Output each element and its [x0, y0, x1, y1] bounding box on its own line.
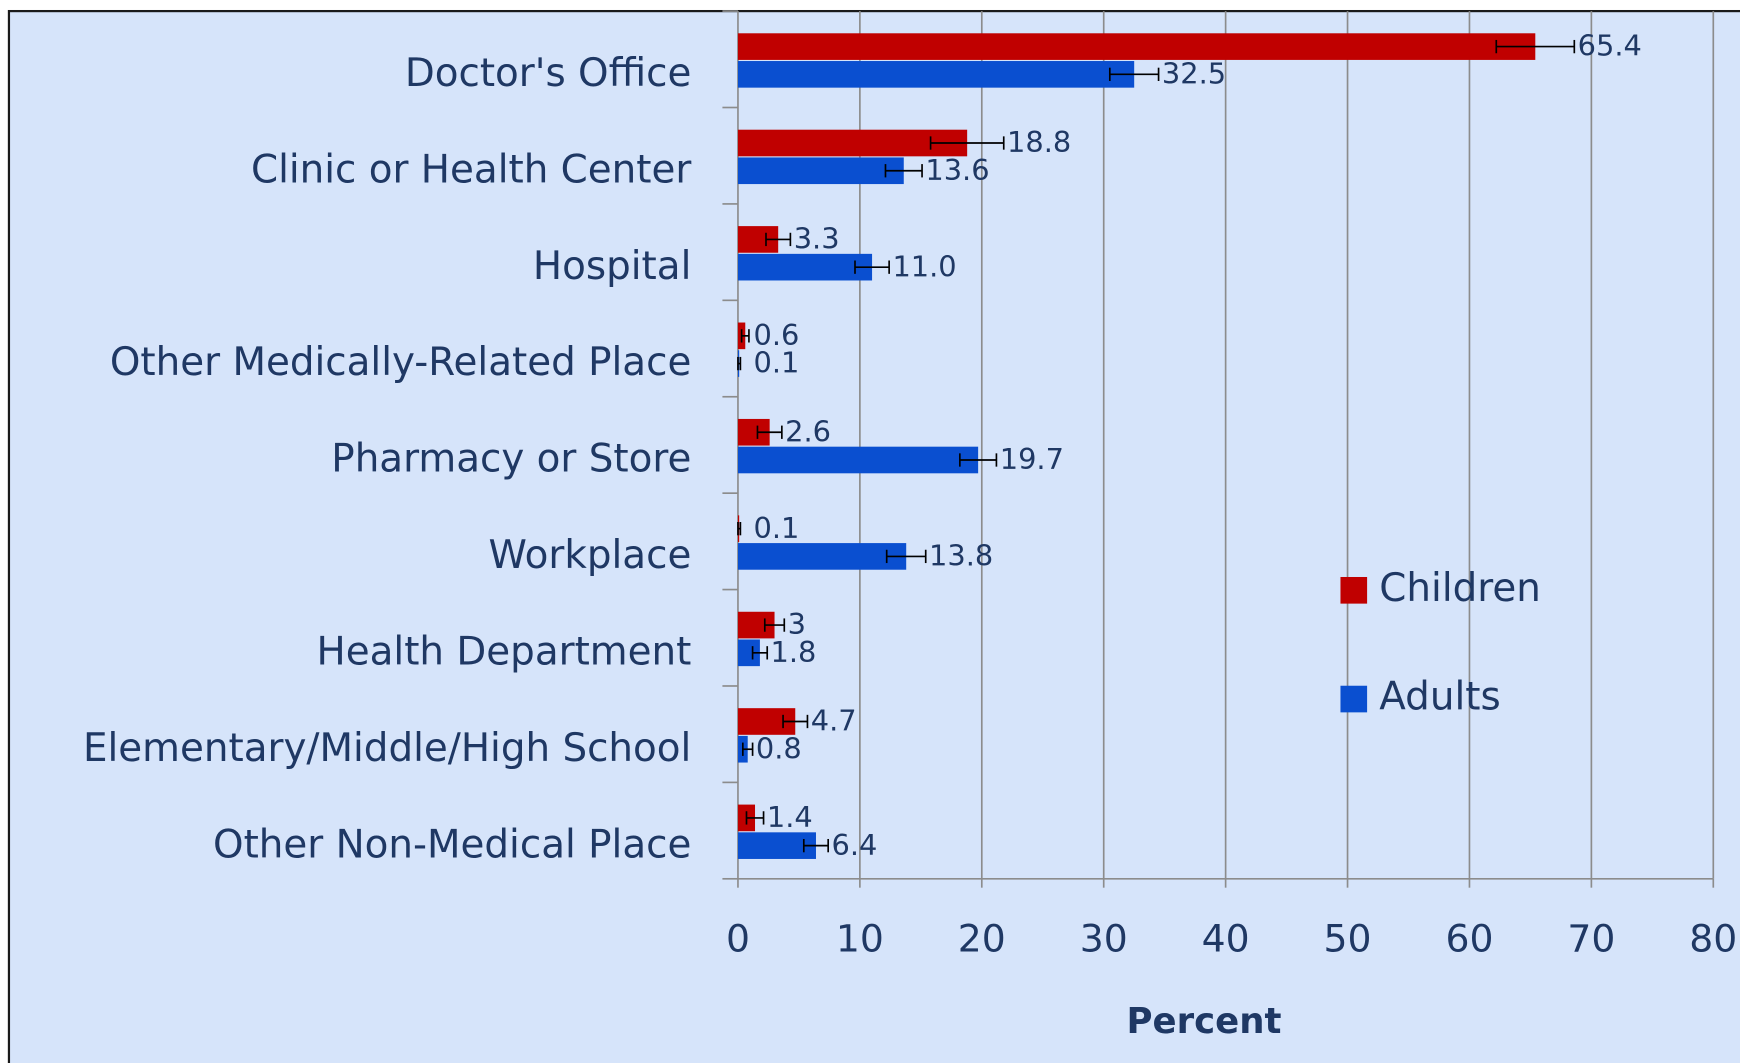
- x-tick-label: 0: [726, 916, 750, 960]
- data-label: 13.6: [925, 153, 989, 187]
- y-tick-label: Other Medically-Related Place: [110, 340, 691, 385]
- data-label: 0.6: [753, 318, 799, 352]
- data-label: 0.1: [753, 511, 799, 545]
- error-bar: [959, 453, 998, 467]
- error-bar: [1495, 39, 1576, 54]
- y-tick-label: Elementary/Middle/High School: [83, 726, 691, 771]
- bar: [737, 33, 1536, 60]
- data-label: 0.1: [753, 346, 799, 380]
- error-bar: [742, 742, 754, 756]
- data-label: 11.0: [892, 249, 956, 283]
- data-label: 4.7: [811, 704, 857, 738]
- error-bar: [765, 232, 792, 247]
- error-bar: [854, 260, 890, 274]
- data-label: 0.8: [756, 731, 802, 765]
- x-tick-label: 40: [1202, 916, 1250, 960]
- bar: [737, 253, 873, 281]
- y-tick-label: Workplace: [489, 533, 692, 578]
- y-tick-label: Other Non-Medical Place: [213, 822, 691, 867]
- data-label: 65.4: [1578, 29, 1642, 63]
- bar: [737, 157, 904, 185]
- x-tick-label: 20: [958, 916, 1006, 960]
- error-bar: [884, 164, 923, 178]
- x-tick-label: 80: [1689, 916, 1737, 960]
- error-bar: [1108, 67, 1160, 82]
- data-label: 2.6: [785, 414, 831, 448]
- error-bar: [737, 356, 742, 371]
- y-tick-label: Clinic or Health Center: [251, 147, 691, 192]
- error-bar: [929, 136, 1005, 150]
- data-label: 3.3: [794, 222, 840, 256]
- data-label: 1.8: [771, 635, 817, 669]
- data-label: 18.8: [1007, 125, 1071, 159]
- error-bar: [740, 329, 750, 343]
- error-bar: [737, 522, 742, 536]
- x-tick-label: 60: [1445, 916, 1493, 960]
- bar: [737, 543, 907, 570]
- data-label: 32.5: [1162, 56, 1226, 90]
- x-tick-label: 10: [836, 916, 884, 960]
- y-tick-label: Pharmacy or Store: [331, 437, 691, 482]
- error-bar: [745, 811, 765, 825]
- error-bar: [756, 425, 783, 439]
- legend-label: Children: [1379, 566, 1541, 611]
- data-label: 1.4: [767, 800, 813, 834]
- data-label: 3: [788, 607, 806, 641]
- error-bar: [751, 646, 769, 660]
- legend-label: Adults: [1379, 675, 1500, 720]
- x-tick-label: 50: [1324, 916, 1372, 960]
- bar: [737, 129, 968, 157]
- y-tick-label: Health Department: [317, 629, 692, 674]
- bar: [737, 639, 760, 667]
- x-tick-label: 70: [1567, 916, 1615, 960]
- legend-swatch: [1340, 576, 1368, 604]
- y-tick-label: Hospital: [533, 244, 691, 289]
- data-label: 19.7: [1000, 442, 1064, 476]
- error-bar: [763, 618, 786, 632]
- error-bar: [782, 714, 809, 729]
- error-bar: [885, 549, 927, 564]
- bar: [737, 446, 979, 474]
- x-tick-label: 30: [1080, 916, 1128, 960]
- y-tick-label: Doctor's Office: [405, 51, 692, 96]
- legend-swatch: [1340, 685, 1368, 713]
- x-axis-title: Percent: [1127, 1001, 1282, 1042]
- data-label: 6.4: [832, 828, 878, 862]
- data-label: 13.8: [929, 539, 993, 573]
- error-bar: [802, 838, 830, 853]
- chart-background: [7, 9, 1740, 1063]
- bar: [737, 61, 1135, 88]
